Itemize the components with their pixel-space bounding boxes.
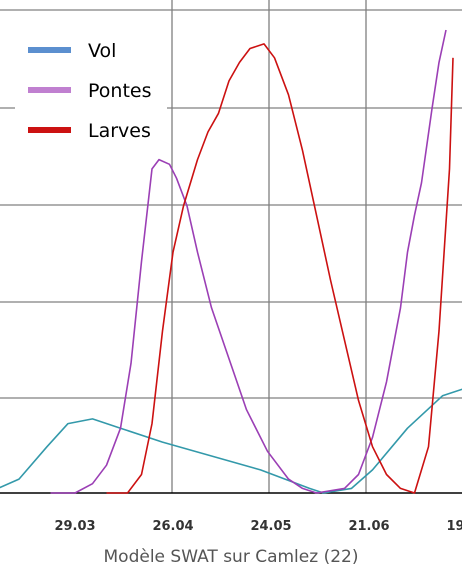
legend-label-larves: Larves [88, 120, 151, 142]
x-tick-label: 26.04 [152, 519, 193, 534]
legend-label-pontes: Pontes [88, 80, 152, 102]
chart: 29.03 26.04 24.05 21.06 19.07 Vol Pontes Larve… [0, 0, 462, 534]
grid-lines [0, 0, 462, 494]
series-line-pontes [50, 29, 447, 494]
legend-swatch-larves [28, 127, 71, 133]
chart-caption: Modèle SWAT sur Camlez (22) [103, 547, 359, 567]
x-tick-labels: 29.03 26.04 24.05 21.06 19.07 [54, 519, 462, 534]
x-tick-label: 29.03 [54, 519, 95, 534]
x-tick-label: 19.07 [446, 519, 462, 534]
x-tick-label: 24.05 [250, 519, 291, 534]
legend-label-vol: Vol [88, 40, 116, 62]
series-line-vol [0, 388, 462, 494]
series-lines [0, 29, 462, 494]
legend-swatch-pontes [28, 87, 71, 93]
plot-area [0, 0, 462, 494]
x-tick-label: 21.06 [348, 519, 389, 534]
legend-swatch-vol [28, 47, 71, 53]
series-line-larves [106, 43, 454, 494]
legend: Vol Pontes Larves [15, 18, 167, 150]
